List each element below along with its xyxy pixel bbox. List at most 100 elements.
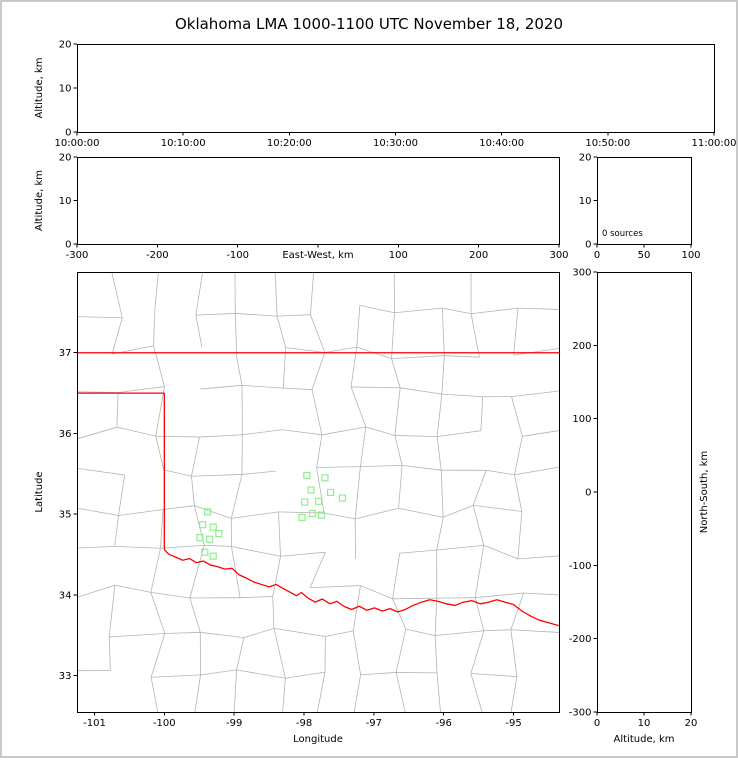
time-tick-label: 10:10:00: [161, 138, 206, 149]
county-line: [235, 313, 236, 357]
x-tick-label: -300: [66, 250, 89, 261]
latitude-tick-label: 36: [59, 429, 72, 440]
county-line: [240, 596, 273, 597]
time-tick-label: 10:20:00: [267, 138, 312, 149]
county-line: [283, 678, 286, 712]
county-line: [437, 394, 442, 436]
time-tick-label: 10:40:00: [479, 138, 524, 149]
county-line: [310, 315, 324, 353]
county-line: [77, 468, 125, 475]
county-line: [156, 436, 200, 437]
county-line: [471, 308, 518, 314]
county-line: [200, 435, 243, 437]
county-line: [155, 272, 158, 308]
county-line: [191, 476, 194, 505]
county-line: [156, 436, 164, 470]
county-line: [394, 308, 442, 313]
station-marker: [200, 522, 206, 528]
longitude-tick-label: -101: [83, 718, 106, 729]
figure-title: Oklahoma LMA 1000-1100 UTC November 18, …: [2, 15, 736, 33]
x-tick-label: -200: [146, 250, 169, 261]
station-marker: [309, 510, 315, 516]
county-line: [511, 630, 517, 677]
county-line: [77, 317, 122, 318]
county-line: [402, 465, 441, 470]
station-marker: [210, 553, 216, 559]
county-line: [275, 272, 277, 316]
station-marker: [302, 499, 308, 505]
county-line: [518, 511, 522, 558]
county-line: [118, 387, 164, 393]
county-line: [437, 517, 443, 550]
county-line: [396, 629, 406, 672]
county-line: [393, 598, 437, 599]
county-line: [273, 596, 274, 628]
county-line: [514, 436, 522, 474]
y-axis-label-latitude: Latitude: [34, 471, 45, 512]
county-line: [274, 628, 325, 636]
x-tick-label: -100: [226, 250, 249, 261]
county-line: [442, 308, 471, 314]
county-line: [164, 470, 192, 476]
county-line: [435, 631, 484, 636]
county-line: [242, 471, 276, 474]
county-line: [117, 393, 118, 428]
county-line: [118, 510, 163, 516]
state-border: [77, 353, 559, 626]
county-line: [77, 427, 117, 439]
county-line: [395, 388, 400, 436]
longitude-tick-label: -97: [366, 718, 382, 729]
longitude-tick-label: -98: [296, 718, 312, 729]
panel-plan-view-axes: [78, 273, 560, 713]
time-tick-label: 11:00:00: [692, 138, 737, 149]
county-line: [392, 313, 395, 359]
county-line: [115, 516, 119, 547]
latitude-tick-label: 37: [59, 348, 72, 359]
county-line: [473, 505, 484, 545]
county-line: [312, 353, 325, 390]
y-tick-label: 10: [579, 196, 592, 207]
station-marker: [322, 475, 328, 481]
county-line: [109, 634, 165, 637]
y-axis-label-altitude: Altitude, km: [34, 58, 45, 119]
county-line: [115, 585, 151, 592]
time-tick-label: 10:30:00: [373, 138, 418, 149]
county-line: [281, 552, 326, 556]
county-line: [443, 505, 473, 517]
county-line: [151, 592, 190, 598]
county-line: [353, 631, 360, 675]
county-line: [154, 346, 165, 387]
county-line: [473, 470, 486, 505]
county-line: [109, 585, 115, 637]
county-line: [277, 315, 310, 316]
north-south-tick-label: 200: [572, 341, 591, 352]
county-line: [283, 430, 322, 435]
county-line: [473, 505, 522, 511]
county-line: [481, 397, 483, 431]
x-axis-label-longitude: Longitude: [293, 734, 343, 745]
altitude-tick-label: 0: [594, 718, 600, 729]
county-line: [278, 512, 280, 556]
x-tick-label: 100: [389, 250, 408, 261]
county-line: [435, 636, 437, 673]
panel-east-west-height-axes: [78, 158, 560, 245]
y-tick-label: 0: [65, 128, 71, 139]
county-line: [437, 437, 441, 471]
county-line: [442, 308, 444, 356]
north-south-tick-label: 300: [572, 268, 591, 279]
county-line: [161, 545, 205, 548]
y-tick-label: 0: [585, 240, 591, 251]
county-line: [77, 392, 118, 393]
county-line: [283, 388, 312, 389]
north-south-tick-label: -200: [569, 634, 592, 645]
latitude-tick-label: 33: [59, 671, 72, 682]
x-axis-label-altitude: Altitude, km: [614, 734, 675, 745]
county-line: [117, 427, 156, 436]
x-tick-label: 50: [638, 250, 651, 261]
county-line: [441, 470, 443, 517]
county-line: [151, 634, 165, 678]
county-line: [231, 512, 278, 519]
y-axis-label-north-south: North-South, km: [699, 451, 710, 534]
station-marker: [308, 487, 314, 493]
station-marker: [339, 495, 345, 501]
